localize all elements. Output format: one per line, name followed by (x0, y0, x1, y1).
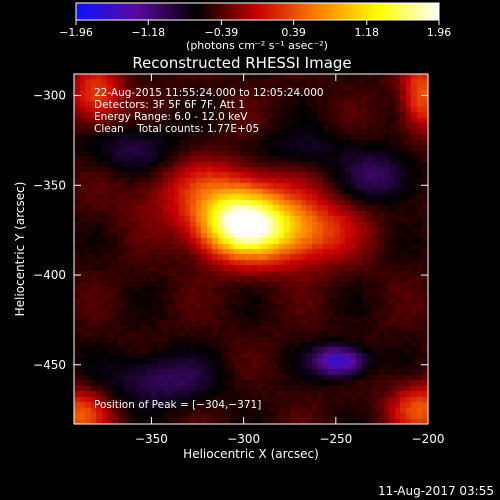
x-tick-label: −350 (135, 432, 168, 446)
y-tick-label: −450 (33, 358, 66, 372)
colorbar-tick-label: −0.39 (205, 26, 239, 39)
annotation-peak-position: Position of Peak = [−304,−371] (94, 399, 261, 411)
colorbar-tick-label: 0.39 (281, 26, 306, 39)
colorbar-unit-label: (photons cm⁻² s⁻¹ asec⁻²) (186, 39, 328, 52)
heatmap-image (74, 74, 428, 424)
colorbar-tick-label: −1.96 (59, 26, 93, 39)
colorbar-gradient (75, 2, 440, 21)
annotation-detectors: Detectors: 3F 5F 6F 7F, Att 1 (94, 99, 245, 111)
colorbar-tick-label: 1.18 (355, 26, 380, 39)
annotation-block: 22-Aug-2015 11:55:24.000 to 12:05:24.000… (94, 87, 324, 411)
plot-frame (73, 73, 429, 425)
colorbar: −1.96 −1.18 −0.39 0.39 1.18 1.96 (photons cm⁻… (59, 2, 452, 52)
colorbar-tick-label: −1.18 (131, 26, 165, 39)
colorbar-tick-label: 1.96 (427, 26, 452, 39)
y-tick-label: −400 (33, 268, 66, 282)
annotation-clean-counts: Clean Total counts: 1.77E+05 (94, 123, 259, 135)
annotation-time-range: 22-Aug-2015 11:55:24.000 to 12:05:24.000 (94, 87, 324, 99)
x-tick-label: −200 (412, 432, 445, 446)
chart-title: Reconstructed RHESSI Image (132, 54, 351, 72)
y-tick-label: −300 (33, 89, 66, 103)
y-axis-label: Heliocentric Y (arcsec) (13, 182, 27, 317)
x-axis-label: Heliocentric X (arcsec) (183, 447, 319, 461)
footer-timestamp: 11-Aug-2017 03:55 (378, 484, 494, 498)
x-tick-label: −300 (227, 432, 260, 446)
x-tick-label: −250 (319, 432, 352, 446)
annotation-energy-range: Energy Range: 6.0 - 12.0 keV (94, 111, 248, 123)
image-panel: −350 −300 −250 −200 −300 −350 −400 −450 (33, 73, 445, 446)
y-tick-label: −350 (33, 178, 66, 192)
